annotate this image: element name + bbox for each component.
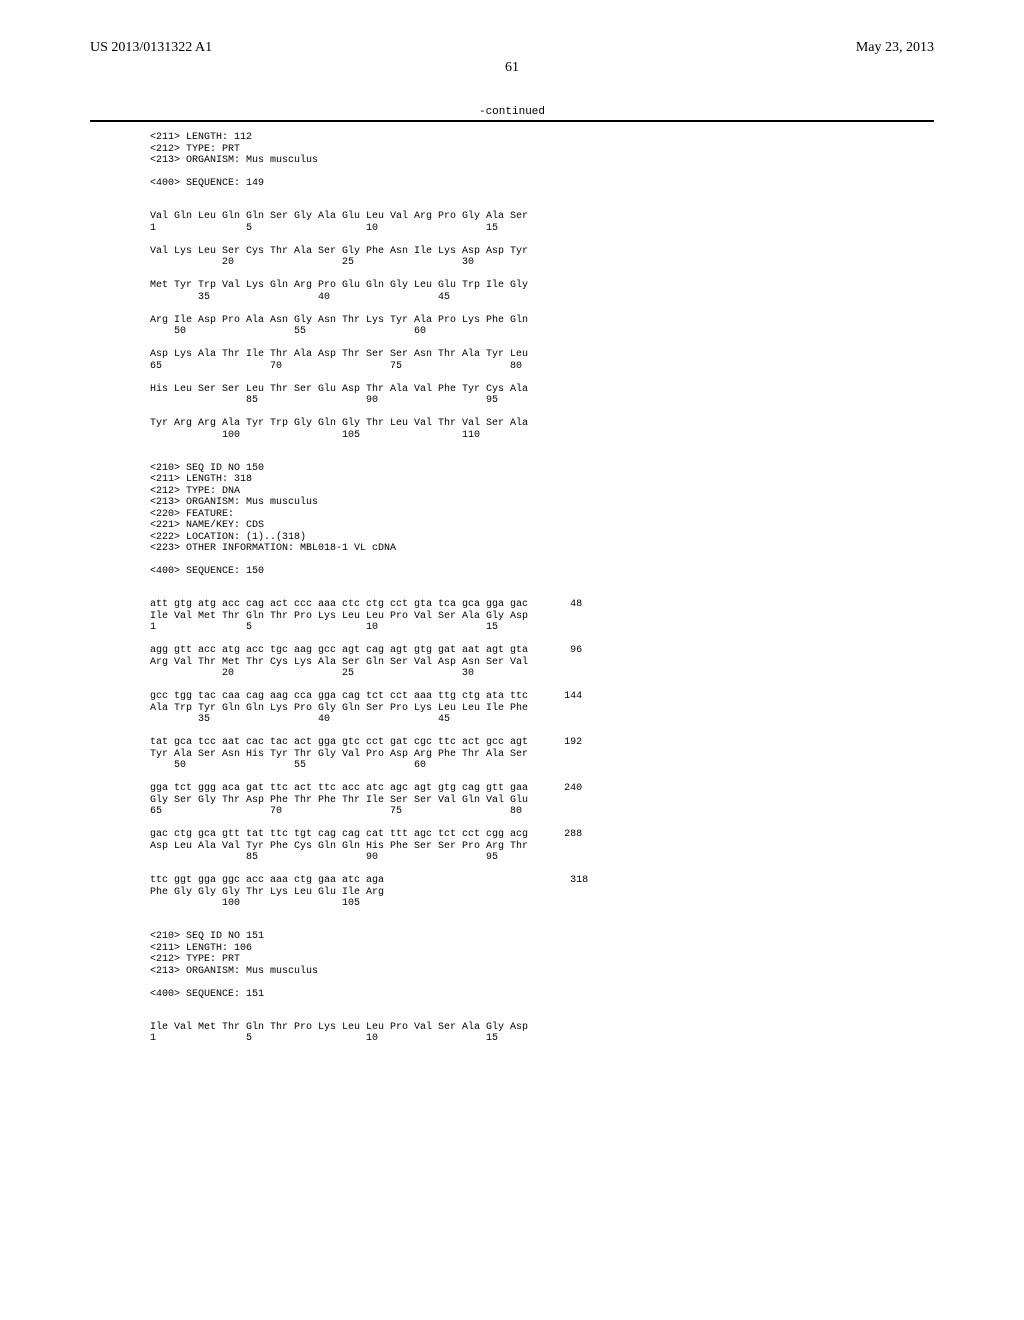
divider	[90, 120, 934, 122]
seq-149-body: Val Gln Leu Gln Gln Ser Gly Ala Glu Leu …	[150, 200, 934, 442]
page-number: 61	[90, 60, 934, 76]
publication-date: May 23, 2013	[856, 40, 934, 56]
seq-151-meta: <210> SEQ ID NO 151 <211> LENGTH: 106 <2…	[150, 920, 934, 1001]
page-header: US 2013/0131322 A1 May 23, 2013	[90, 40, 934, 56]
seq-150-body: att gtg atg acc cag act ccc aaa ctc ctg …	[150, 588, 934, 910]
publication-number: US 2013/0131322 A1	[90, 40, 212, 56]
seq-149-meta: <211> LENGTH: 112 <212> TYPE: PRT <213> …	[150, 132, 934, 190]
seq-151-body: Ile Val Met Thr Gln Thr Pro Lys Leu Leu …	[150, 1010, 934, 1045]
seq-150-meta: <210> SEQ ID NO 150 <211> LENGTH: 318 <2…	[150, 451, 934, 578]
page-container: US 2013/0131322 A1 May 23, 2013 61 -cont…	[0, 0, 1024, 1095]
continued-label: -continued	[90, 106, 934, 118]
